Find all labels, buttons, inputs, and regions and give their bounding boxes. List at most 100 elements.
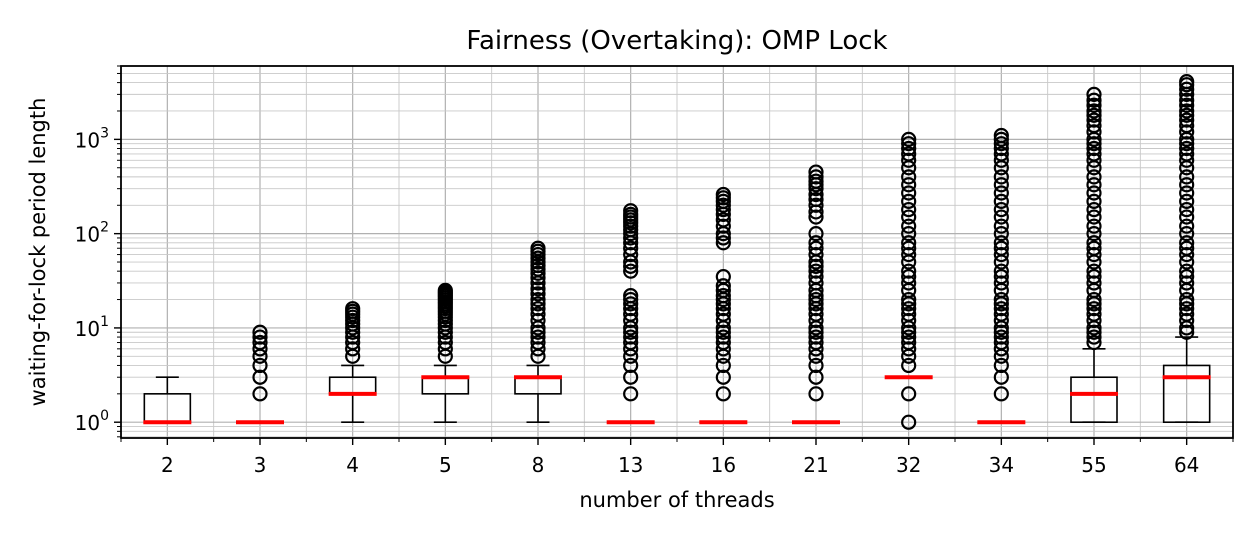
outlier-point <box>993 357 1009 374</box>
outlier-point <box>1086 193 1102 209</box>
outlier-point <box>715 186 731 203</box>
outlier-point <box>993 201 1009 218</box>
outlier-point <box>623 230 639 246</box>
outlier-point <box>345 324 361 340</box>
outlier-point <box>808 258 824 274</box>
outlier-point <box>901 269 917 285</box>
outlier-point <box>623 203 639 219</box>
outlier-point <box>715 278 731 294</box>
outlier-point <box>901 414 917 430</box>
outlier-point <box>1179 201 1195 218</box>
outlier-point <box>993 369 1009 385</box>
outlier-point <box>1179 269 1195 285</box>
outlier-point <box>715 329 731 345</box>
outlier-point <box>1179 263 1195 279</box>
outlier-point <box>252 324 268 340</box>
outlier-point <box>623 369 639 385</box>
outlier-point <box>623 334 639 351</box>
outlier-point <box>1086 201 1102 218</box>
outlier-point <box>1086 103 1102 119</box>
x-axis-label: number of threads <box>579 488 774 512</box>
outlier-point <box>1179 185 1195 201</box>
box-iqr <box>1070 376 1118 424</box>
outlier-point <box>993 193 1009 209</box>
outlier-point <box>1179 112 1195 128</box>
outlier-point <box>437 324 453 340</box>
outlier-point <box>808 275 824 291</box>
outlier-point <box>1086 275 1102 291</box>
outlier-point <box>1086 124 1102 140</box>
outlier-point <box>901 209 917 225</box>
outlier-point <box>437 341 453 357</box>
outlier-point <box>808 357 824 374</box>
outlier-point <box>715 201 731 218</box>
outlier-point <box>901 152 917 168</box>
outlier-point <box>901 275 917 291</box>
outlier-point <box>1086 117 1102 134</box>
y-tick-label: 102 <box>75 220 109 247</box>
box-group <box>792 164 840 425</box>
outlier-point <box>901 386 917 402</box>
outlier-point <box>993 306 1009 322</box>
box-group <box>421 282 470 424</box>
outlier-point <box>1086 306 1102 322</box>
outlier-point <box>808 197 824 213</box>
outlier-point <box>1086 86 1102 102</box>
outlier-point <box>530 296 546 312</box>
outlier-point <box>901 312 917 329</box>
outlier-point <box>808 306 824 322</box>
outlier-point <box>1086 324 1102 340</box>
x-tick-label: 34 <box>989 453 1014 477</box>
x-tick-label: 2 <box>161 453 174 477</box>
outlier-point <box>901 324 917 340</box>
x-tick-label: 21 <box>803 453 828 477</box>
y-axis-label: waiting-for-lock period length <box>26 98 50 407</box>
outlier-point <box>993 312 1009 329</box>
outlier-point <box>1179 107 1195 123</box>
outlier-point <box>1179 169 1195 185</box>
box-group <box>1162 73 1211 424</box>
x-tick-label: 64 <box>1174 453 1199 477</box>
x-tick-label: 8 <box>532 453 545 477</box>
outlier-point <box>715 341 731 357</box>
outlier-point <box>530 324 546 340</box>
outlier-point <box>993 218 1009 234</box>
outlier-point <box>345 334 361 351</box>
outlier-point <box>993 329 1009 345</box>
outlier-point <box>993 209 1009 225</box>
outlier-point <box>1086 169 1102 185</box>
outlier-point <box>808 341 824 357</box>
outlier-point <box>530 306 546 322</box>
outlier-point <box>808 173 824 189</box>
outlier-point <box>252 329 268 345</box>
outlier-point <box>1179 312 1195 329</box>
outlier-point <box>1179 291 1195 308</box>
outlier-point <box>1179 124 1195 140</box>
outlier-point <box>901 334 917 351</box>
outlier-point <box>1179 73 1195 90</box>
outlier-point <box>437 334 453 351</box>
outlier-point <box>901 291 917 308</box>
outlier-point <box>623 329 639 345</box>
outlier-point <box>1086 329 1102 345</box>
outlier-point <box>993 235 1009 251</box>
outlier-point <box>623 246 639 263</box>
outlier-point <box>901 235 917 251</box>
outlier-point <box>808 324 824 340</box>
outlier-point <box>993 146 1009 162</box>
box-group <box>328 301 377 424</box>
outlier-point <box>1086 291 1102 308</box>
outlier-point <box>1086 136 1102 152</box>
outlier-point <box>1179 218 1195 234</box>
outlier-point <box>808 209 824 225</box>
box-iqr <box>1162 364 1211 424</box>
box-group <box>884 131 933 430</box>
outlier-point <box>1179 117 1195 134</box>
outlier-point <box>993 246 1009 263</box>
outlier-point <box>993 127 1009 144</box>
outlier-point <box>901 301 917 317</box>
outlier-point <box>1086 226 1102 242</box>
grid <box>120 65 1234 438</box>
outlier-point <box>808 226 824 242</box>
